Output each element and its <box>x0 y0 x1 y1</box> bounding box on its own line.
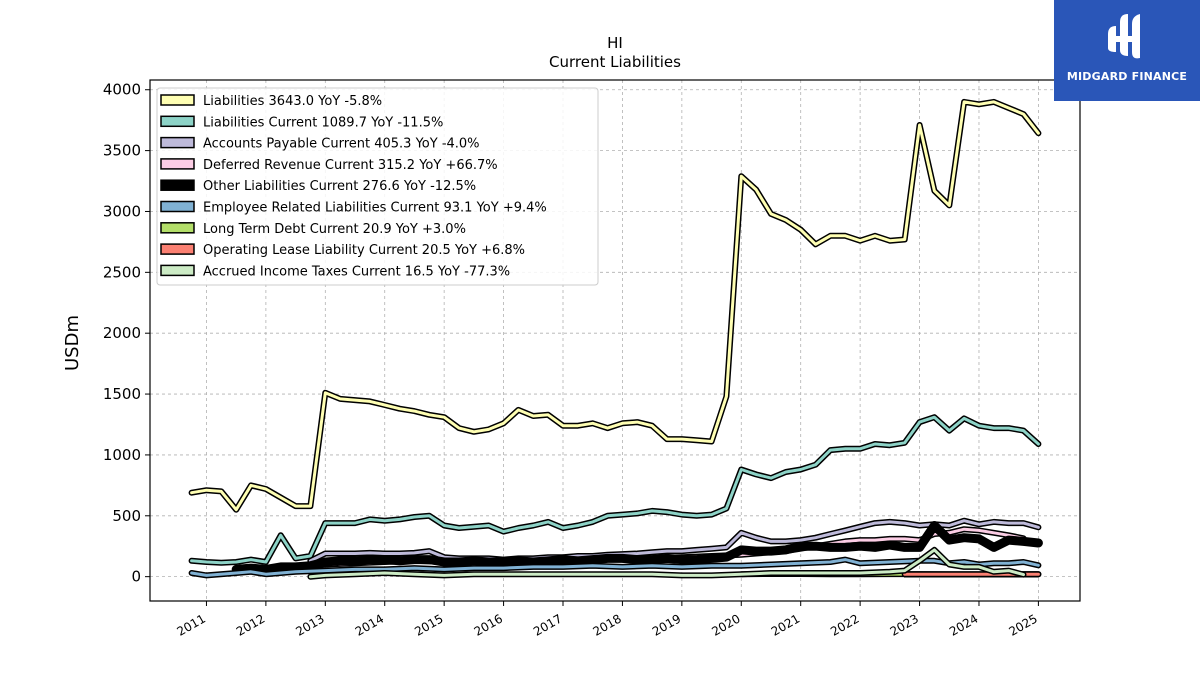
y-tick-label: 3500 <box>103 142 141 160</box>
x-tick-label: 2012 <box>234 611 267 638</box>
y-axis-label: USDm <box>62 315 83 371</box>
plot-frame <box>149 79 1081 602</box>
legend-label: Deferred Revenue Current 315.2 YoY +66.7… <box>203 158 498 173</box>
x-tick-label: 2022 <box>828 611 861 638</box>
y-tick-label: 500 <box>112 507 141 525</box>
y-tick-label: 1000 <box>103 446 141 464</box>
x-tick-label: 2013 <box>293 611 326 638</box>
chart-title: HI <box>607 34 623 52</box>
y-tick-label: 1500 <box>103 385 141 403</box>
legend: Liabilities 3643.0 YoY -5.8% Liabilities … <box>156 87 599 286</box>
y-tick-label: 0 <box>131 568 141 586</box>
x-tick-label: 2025 <box>1006 611 1039 638</box>
legend-label: Liabilities 3643.0 YoY -5.8% <box>203 94 382 109</box>
series-accounts-payable-current-line <box>308 519 1040 563</box>
legend-swatch <box>160 94 195 106</box>
legend-label: Liabilities Current 1089.7 YoY -11.5% <box>203 115 443 130</box>
y-tick-label: 2500 <box>103 263 141 281</box>
x-tick-label: 2017 <box>531 611 564 638</box>
series-accrued-income-taxes-current-line <box>308 548 1025 579</box>
series-liabilities-line <box>190 100 1040 512</box>
y-tick-label: 2000 <box>103 324 141 342</box>
legend-box <box>156 87 599 286</box>
x-tick-label: 2014 <box>353 611 386 638</box>
legend-label: Long Term Debt Current 20.9 YoY +3.0% <box>203 222 466 237</box>
legend-swatch <box>160 200 195 213</box>
x-tick-label: 2015 <box>412 611 445 638</box>
x-tick-label: 2024 <box>947 611 980 638</box>
chart-subtitle: Current Liabilities <box>549 53 681 71</box>
legend-swatch <box>160 264 195 277</box>
x-tick-label: 2019 <box>650 611 683 638</box>
legend-label: Other Liabilities Current 276.6 YoY -12.… <box>203 179 476 194</box>
x-tick-label: 2020 <box>709 611 742 638</box>
legend-label: Operating Lease Liability Current 20.5 Y… <box>203 243 525 258</box>
legend-swatch <box>160 243 195 255</box>
legend-swatch <box>160 115 195 128</box>
x-tick-label: 2016 <box>472 611 505 638</box>
brand-name: MIDGARD FINANCE <box>1066 70 1188 83</box>
plot-area <box>188 98 1043 580</box>
legend-label: Accrued Income Taxes Current 16.5 YoY -7… <box>203 264 510 279</box>
legend-swatch <box>160 158 195 170</box>
legend-label: Employee Related Liabilities Current 93.… <box>203 201 547 216</box>
y-tick-label: 4000 <box>103 81 141 99</box>
legend-swatch <box>160 222 195 234</box>
x-tick-label: 2023 <box>888 611 921 638</box>
legend-swatch <box>160 179 195 191</box>
brand-badge: MIDGARD FINANCE <box>1054 0 1200 101</box>
series-liabilities-current-line <box>190 415 1040 565</box>
series-other-liabilities-current-line <box>233 522 1042 573</box>
x-tick-label: 2011 <box>174 611 207 638</box>
legend-swatch <box>160 136 195 149</box>
x-tick-label: 2018 <box>590 611 623 638</box>
midgard-logo-icon <box>1108 14 1140 59</box>
y-tick-label: 3000 <box>103 202 141 220</box>
legend-label: Accounts Payable Current 405.3 YoY -4.0% <box>203 137 480 152</box>
x-tick-label: 2021 <box>769 611 802 638</box>
